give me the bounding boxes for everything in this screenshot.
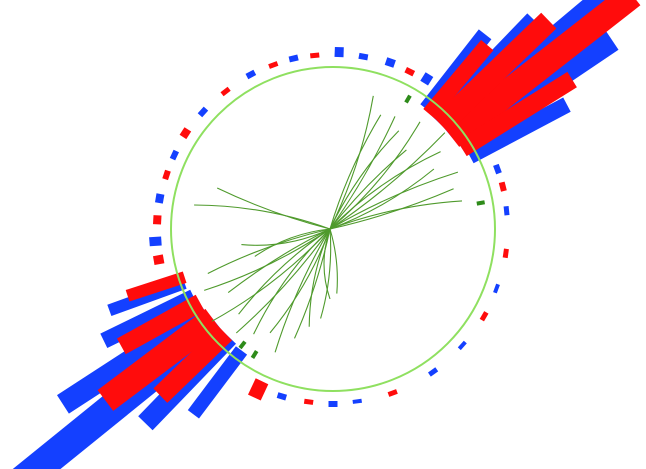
outer-deposit [304,399,314,405]
hit-mark [240,342,245,348]
outer-deposit [180,127,192,139]
particle-track [324,229,330,299]
outer-deposit [503,249,509,259]
outer-deposit [277,392,287,400]
outer-deposit [170,150,179,161]
outer-deposit [198,107,209,118]
outer-deposit [153,254,164,265]
outer-deposit [149,237,162,247]
hit-mark [252,351,256,358]
outer-deposit [310,53,320,59]
outer-deposit [499,182,507,192]
particle-track [330,229,337,294]
outer-deposit [404,67,415,76]
jet-em-tower [248,378,268,400]
outer-deposit [246,70,257,80]
particle-track [208,229,330,274]
outer-deposit [153,215,162,224]
particle-tracks [194,96,462,352]
outer-deposit [353,399,363,404]
outer-deposit [358,53,368,61]
outer-deposit [385,57,396,68]
outer-deposit [155,193,164,203]
particle-track [194,205,330,229]
outer-deposit [428,367,438,376]
outer-deposit [504,206,510,216]
outer-deposit [388,389,398,397]
outer-deposit [420,72,433,85]
outer-deposit [268,61,278,69]
outer-deposit [480,311,489,321]
outer-deposit [329,401,338,407]
outer-deposit [458,341,467,350]
particle-track [275,229,330,352]
hit-mark [477,202,485,203]
outer-deposit [221,87,231,96]
particle-track [212,229,330,321]
hit-mark [406,96,410,103]
tracker-hits [240,96,485,358]
outer-deposit [162,170,171,180]
outer-deposit [289,55,299,63]
outer-deposit [493,164,502,175]
outer-deposit [335,47,344,57]
outer-deposit [493,284,500,294]
